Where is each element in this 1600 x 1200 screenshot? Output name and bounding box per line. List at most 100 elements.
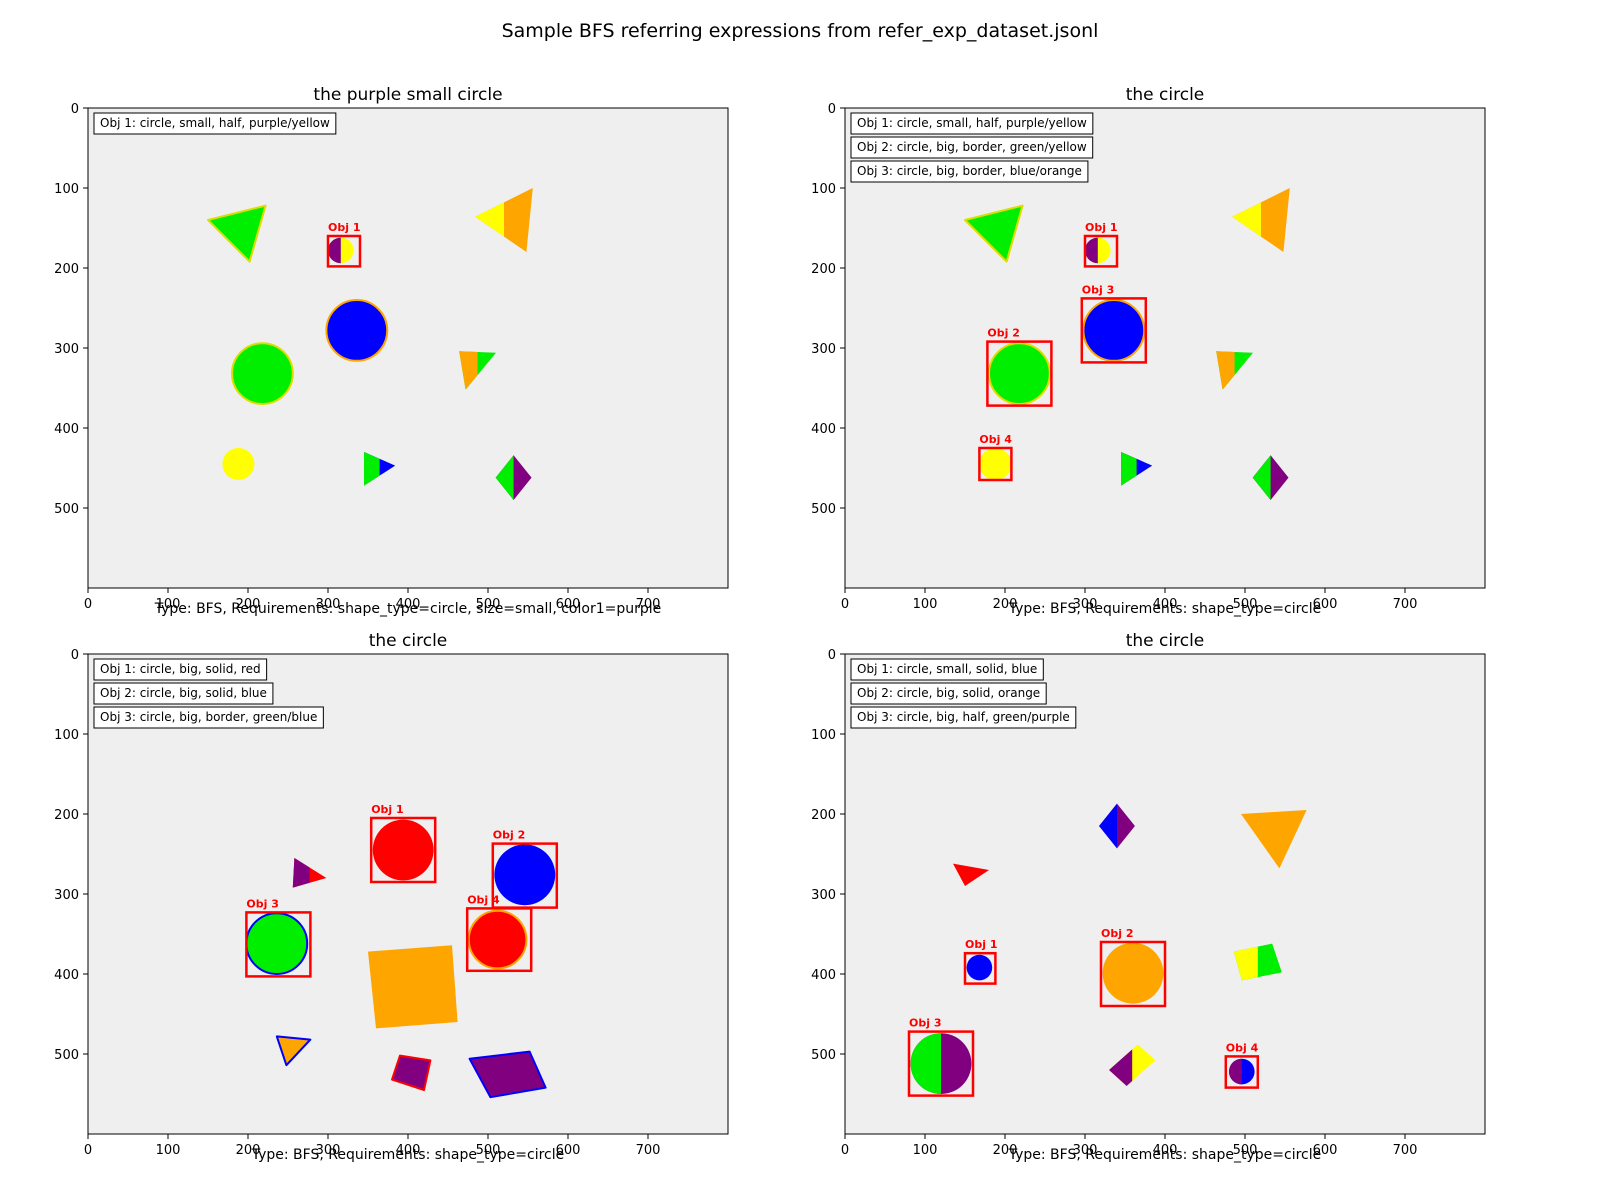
bounding-box <box>1099 940 1167 1008</box>
x-tick-label: 300 <box>1073 597 1098 612</box>
shape-circle <box>372 819 434 881</box>
x-tick-label: 700 <box>636 597 661 612</box>
bounding-box <box>245 911 312 978</box>
y-tick-label: 100 <box>811 728 836 743</box>
box-label: Obj 3 <box>1082 283 1114 296</box>
y-tick-label: 200 <box>54 808 79 823</box>
panel-caption: Type: BFS, Requirements: shape_type=circ… <box>154 601 662 617</box>
panel-title: the circle <box>369 631 448 651</box>
panel-title: the purple small circle <box>313 85 502 105</box>
shape-circle <box>325 299 389 362</box>
shape-circle <box>494 844 556 906</box>
shape-triangle <box>275 1035 312 1067</box>
legend-entry: Obj 3: circle, big, border, blue/orange <box>850 160 1089 183</box>
x-tick-label: 500 <box>1233 1143 1258 1158</box>
legend-text: Obj 3: circle, big, border, blue/orange <box>857 164 1082 178</box>
x-tick-label: 700 <box>636 1143 661 1158</box>
x-tick-label: 500 <box>1233 597 1258 612</box>
shape-triangle-half <box>364 452 380 486</box>
shape-circle <box>988 342 1051 406</box>
y-tick-label: 300 <box>54 342 79 357</box>
y-tick-label: 200 <box>811 808 836 823</box>
x-tick-label: 100 <box>913 1143 938 1158</box>
x-tick-label: 300 <box>1073 1143 1098 1158</box>
legend-entry: Obj 3: circle, big, half, green/purple <box>850 706 1077 729</box>
y-tick-label: 0 <box>828 102 836 117</box>
x-tick-label: 200 <box>993 597 1018 612</box>
legend-box <box>93 706 324 729</box>
legend-box <box>850 136 1094 159</box>
y-tick-label: 400 <box>811 422 836 437</box>
legend-entry: Obj 1: circle, small, solid, blue <box>850 658 1044 681</box>
bounding-box <box>1224 1055 1260 1089</box>
bounding-box <box>369 816 437 884</box>
x-tick-label: 100 <box>913 597 938 612</box>
legend-box <box>850 112 1094 135</box>
y-tick-label: 100 <box>54 728 79 743</box>
shape-circle <box>1082 299 1146 362</box>
y-tick-label: 100 <box>54 182 79 197</box>
x-tick-label: 400 <box>1153 597 1178 612</box>
box-label: Obj 2 <box>493 829 525 842</box>
shape-diamond-half <box>1099 803 1117 849</box>
x-tick-label: 400 <box>396 597 421 612</box>
panel-caption: Type: BFS, Requirements: shape_type=circ… <box>251 1147 565 1163</box>
shape-circle-half <box>328 237 341 264</box>
y-tick-label: 300 <box>54 888 79 903</box>
bounding-box <box>963 951 997 985</box>
bounding-box <box>978 446 1013 482</box>
figure-title: Sample BFS referring expressions from re… <box>501 20 1099 42</box>
x-tick-label: 200 <box>236 1143 261 1158</box>
shape-triangle <box>1241 810 1307 869</box>
y-tick-label: 400 <box>811 968 836 983</box>
x-tick-label: 400 <box>1153 1143 1178 1158</box>
legend-box <box>850 706 1077 729</box>
x-tick-label: 200 <box>236 597 261 612</box>
x-tick-label: 700 <box>1393 1143 1418 1158</box>
shape-triangle-half <box>292 858 310 888</box>
panel-caption: Type: BFS, Requirements: shape_type=circ… <box>1008 1147 1322 1163</box>
shape-diamond-half <box>1252 455 1271 500</box>
legend-entry: Obj 3: circle, big, border, green/blue <box>93 706 324 729</box>
legend-box <box>93 112 337 135</box>
chart-panel-1: Obj 1 0 100 200 300 400 500 600 700 0 100 200 300 400… <box>54 85 729 617</box>
x-tick-label: 400 <box>396 1143 421 1158</box>
shape-circle <box>467 909 528 970</box>
shape-circle-half <box>1085 237 1098 264</box>
shape-circle <box>1102 942 1164 1004</box>
x-tick-label: 100 <box>156 597 181 612</box>
y-tick-label: 300 <box>811 888 836 903</box>
legend-entry: Obj 1: circle, small, half, purple/yello… <box>93 112 337 135</box>
shape-poly-half <box>1109 1049 1133 1086</box>
x-tick-label: 300 <box>316 597 341 612</box>
box-label: Obj 1 <box>1085 221 1117 234</box>
legend-text: Obj 1: circle, small, half, purple/yello… <box>100 116 330 130</box>
chart-panel-3: Obj 1 Obj 2 Obj 3 Obj 4 0 100 200 300 400 500 600 7… <box>54 631 729 1163</box>
x-tick-label: 0 <box>84 1143 92 1158</box>
legend-box <box>850 658 1044 681</box>
legend-text: Obj 1: circle, small, half, purple/yello… <box>857 116 1087 130</box>
panel-caption: Type: BFS, Requirements: shape_type=circ… <box>1008 601 1322 617</box>
shape-poly <box>391 1054 432 1091</box>
x-tick-label: 100 <box>156 1143 181 1158</box>
shape-poly-half <box>1233 946 1258 981</box>
x-tick-label: 500 <box>476 597 501 612</box>
box-label: Obj 3 <box>246 897 278 910</box>
shape-circle <box>222 448 255 480</box>
box-label: Obj 2 <box>987 327 1019 340</box>
shape-triangle <box>207 204 267 263</box>
legend-entry: Obj 1: circle, small, half, purple/yello… <box>850 112 1094 135</box>
y-tick-label: 0 <box>71 102 79 117</box>
y-tick-label: 500 <box>811 502 836 517</box>
chart-panel-4: Obj 1 Obj 2 Obj 3 Obj 4 0 100 200 300 400 500 600 7… <box>811 631 1486 1163</box>
shape-circle <box>231 342 294 406</box>
box-label: Obj 4 <box>1226 1041 1259 1054</box>
bounding-box <box>1080 297 1148 364</box>
x-tick-label: 600 <box>1313 1143 1338 1158</box>
legend-text: Obj 3: circle, big, half, green/purple <box>857 710 1070 724</box>
shape-poly <box>468 1050 547 1099</box>
legend-entry: Obj 2: circle, big, solid, orange <box>850 682 1047 705</box>
x-tick-label: 600 <box>556 1143 581 1158</box>
shape-triangle-half <box>1216 351 1235 390</box>
bounding-box <box>1083 234 1119 268</box>
